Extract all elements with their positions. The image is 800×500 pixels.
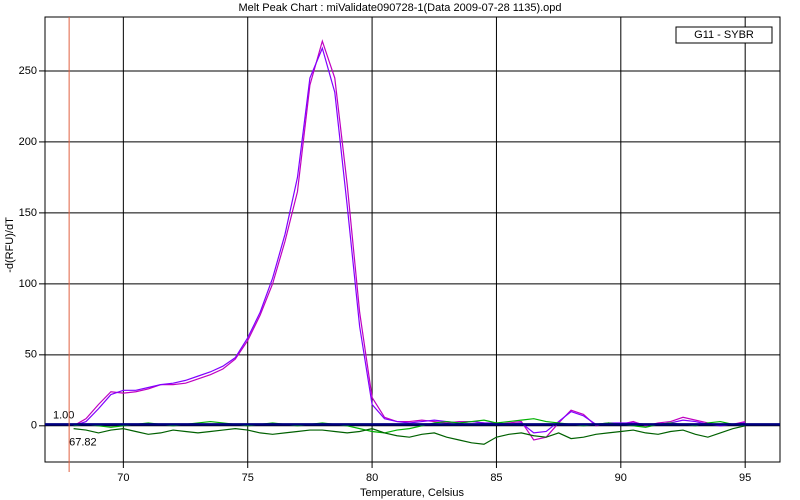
x-tick-label: 80: [366, 472, 378, 484]
y-tick-label: 0: [31, 420, 37, 432]
x-tick-label: 85: [490, 472, 502, 484]
threshold-label: 1.00: [53, 409, 74, 421]
legend-box: [675, 26, 773, 44]
y-tick-label: 250: [19, 65, 37, 77]
plot-area: [44, 16, 781, 463]
x-tick-label: 70: [117, 472, 129, 484]
y-axis-label: -d(RFU)/dT: [4, 217, 16, 273]
y-tick-label: 100: [19, 278, 37, 290]
x-tick-label: 90: [615, 472, 627, 484]
marker-label: 67.82: [69, 436, 97, 448]
series-line: [73, 46, 746, 434]
series-line: [73, 425, 746, 445]
y-tick-label: 150: [19, 207, 37, 219]
y-tick-label: 200: [19, 136, 37, 148]
x-tick-label: 75: [242, 472, 254, 484]
series-line: [73, 39, 746, 441]
y-tick-label: 50: [25, 349, 37, 361]
x-axis-label: Temperature, Celsius: [360, 487, 464, 499]
x-tick-label: 95: [739, 472, 751, 484]
legend-title: G11 - SYBR: [694, 29, 754, 41]
chart-title: Melt Peak Chart : miValidate090728-1(Dat…: [238, 2, 561, 14]
